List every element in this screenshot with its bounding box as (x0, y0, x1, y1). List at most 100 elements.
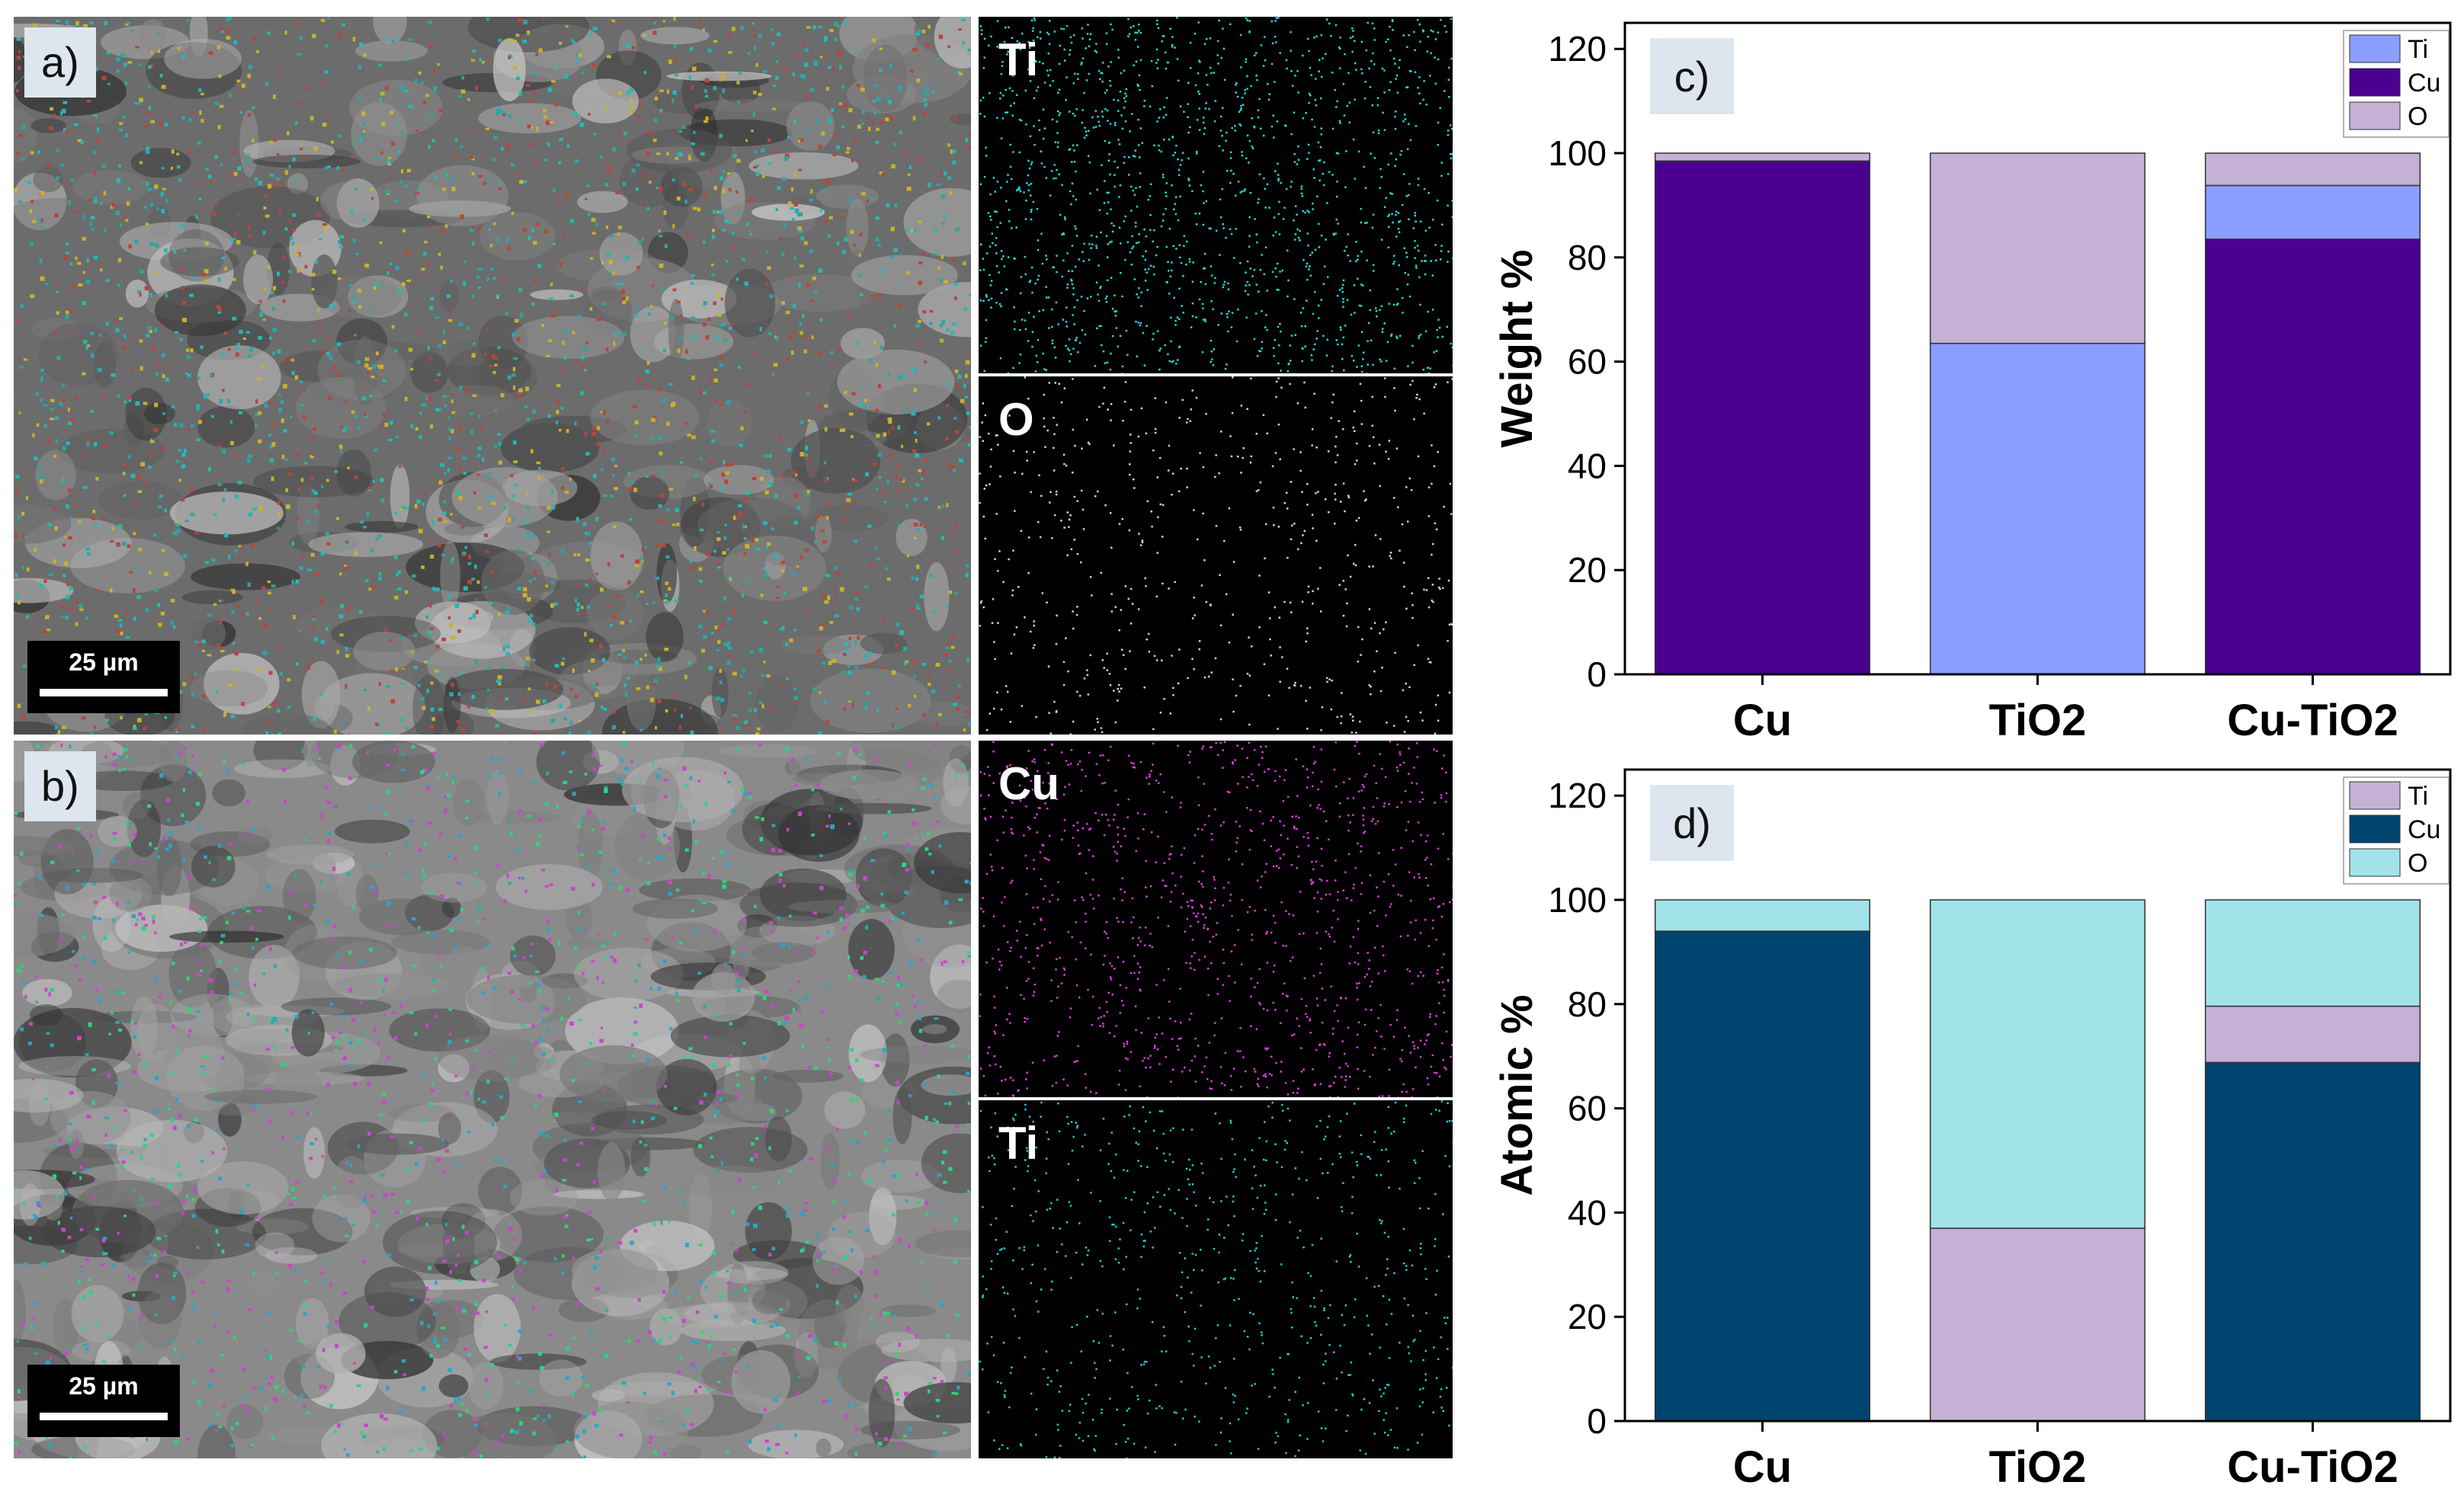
map-dot (1221, 135, 1223, 137)
sem-texture (452, 467, 558, 527)
sem-dot (924, 1202, 928, 1205)
sem-dot (942, 222, 945, 224)
sem-dot (22, 565, 24, 568)
sem-dot (274, 1251, 278, 1253)
sem-dot (968, 1102, 970, 1105)
sem-dot (157, 207, 159, 210)
sem-dot (880, 47, 883, 50)
sem-dot (536, 126, 538, 131)
sem-dot (725, 862, 729, 866)
sem-dot (37, 150, 40, 154)
sem-dot (444, 520, 448, 523)
sem-dot (411, 424, 413, 429)
sem-dot (473, 130, 476, 132)
sem-dot (818, 26, 822, 28)
sem-dot (37, 466, 42, 468)
sem-dot (529, 981, 532, 984)
sem-dot (908, 174, 911, 177)
sem-dot (274, 1048, 277, 1051)
sem-dot (736, 159, 740, 163)
sem-dot (379, 806, 382, 809)
sem-dot (433, 86, 437, 89)
sem-dot (234, 172, 238, 176)
sem-dot (111, 1010, 113, 1014)
sem-dot (869, 664, 871, 667)
sem-dot (691, 334, 695, 339)
sem-dot (161, 192, 164, 197)
sem-dot (436, 1158, 441, 1161)
map-dot (1249, 140, 1251, 142)
sem-dot (70, 179, 74, 181)
sem-dot (621, 290, 625, 294)
sem-texture (732, 1350, 791, 1413)
sem-dot (196, 1246, 199, 1249)
sem-dot (913, 675, 916, 677)
sem-dot (629, 487, 632, 491)
sem-dot (798, 1376, 800, 1378)
sem-dot (620, 554, 624, 558)
sem-dot (530, 614, 533, 618)
map-dot (1097, 264, 1100, 267)
sem-texture (668, 299, 684, 363)
sem-dot (415, 1217, 418, 1221)
sem-dot (526, 492, 528, 495)
sem-dot (799, 452, 804, 456)
sem-dot (912, 48, 917, 51)
sem-dot (563, 781, 568, 784)
sem-dot (569, 731, 571, 735)
sem-dot (506, 149, 509, 153)
sem-dot (474, 660, 478, 664)
sem-dot (678, 130, 682, 133)
sem-dot (386, 1253, 391, 1256)
sem-dot (726, 1270, 729, 1272)
sem-dot (554, 1257, 556, 1261)
sem-dot (750, 941, 753, 944)
sem-dot (134, 500, 137, 504)
sem-dot (929, 310, 933, 313)
sem-dot (396, 574, 399, 577)
sem-dot (659, 264, 664, 268)
sem-dot (14, 320, 18, 322)
sem-dot (489, 495, 492, 499)
sem-dot (118, 524, 122, 528)
sem-dot (135, 923, 137, 926)
sem-dot (886, 95, 889, 98)
sem-dot (341, 719, 344, 722)
sem-dot (364, 413, 367, 417)
map-dot (1372, 227, 1374, 229)
sem-dot (36, 392, 40, 395)
map-dot (1355, 261, 1357, 263)
sem-dot (699, 568, 702, 571)
sem-dot (828, 1046, 830, 1048)
sem-dot (850, 1048, 854, 1051)
sem-dot (790, 207, 793, 210)
sem-dot (888, 810, 891, 812)
map-dot (1145, 325, 1148, 328)
sem-dot (458, 1279, 463, 1282)
sem-dot (21, 512, 24, 516)
sem-dot (272, 702, 277, 706)
sem-dot (578, 1100, 582, 1103)
sem-dot (484, 533, 488, 537)
sem-dot (772, 1247, 776, 1250)
sem-dot (968, 1372, 971, 1376)
sem-dot (673, 289, 676, 292)
sem-dot (177, 1164, 180, 1167)
sem-dot (112, 859, 115, 863)
map-dot (1246, 88, 1248, 90)
map-dot (1076, 144, 1078, 146)
sem-texture (170, 491, 284, 534)
sem-dot (487, 943, 491, 946)
sem-dot (194, 1119, 199, 1122)
sem-dot (395, 199, 399, 202)
sem-dot (135, 46, 139, 48)
sem-dot (295, 1181, 300, 1184)
sem-dot (842, 250, 846, 254)
sem-dot (127, 21, 130, 24)
sem-dot (947, 643, 950, 646)
sem-dot (845, 1199, 848, 1202)
sem-dot (740, 675, 742, 678)
sem-dot (546, 506, 551, 510)
sem-dot (966, 411, 970, 415)
sem-dot (190, 348, 193, 352)
